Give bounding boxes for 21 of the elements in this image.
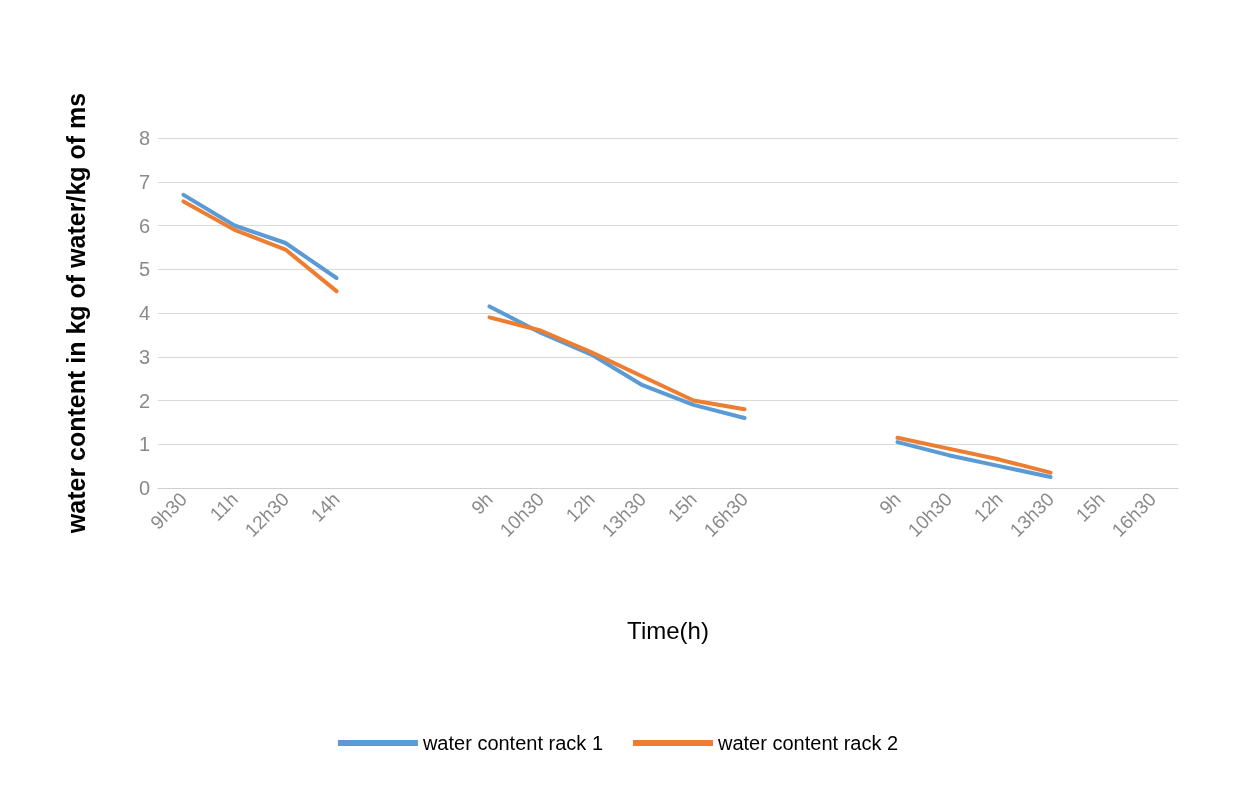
x-tick-label: 12h: [969, 488, 1007, 526]
y-tick-label: 2: [138, 389, 150, 412]
x-tick-label: 9h: [875, 488, 905, 519]
y-tick-label: 3: [138, 345, 150, 368]
x-tick-label: 11h: [205, 488, 242, 525]
x-tick-label: 15h: [663, 488, 701, 526]
x-tick-label: 15h: [1071, 488, 1109, 526]
y-tick-label: 6: [138, 214, 150, 237]
x-tick-label: 9h: [467, 488, 497, 519]
y-tick-label: 7: [138, 170, 150, 193]
y-axis-title: water content in kg of water/kg of ms: [61, 92, 90, 535]
y-tick-label: 8: [138, 127, 150, 149]
legend-label: water content rack 2: [717, 732, 899, 754]
x-axis-title: Time(h): [627, 616, 709, 644]
y-tick-label: 5: [138, 258, 150, 281]
legend-label: water content rack 1: [421, 732, 604, 754]
x-tick-label: 12h: [561, 488, 599, 526]
x-tick-label: 14h: [306, 488, 344, 526]
y-tick-label: 0: [138, 477, 150, 499]
y-tick-label: 1: [138, 433, 150, 456]
y-tick-label: 4: [138, 302, 150, 324]
